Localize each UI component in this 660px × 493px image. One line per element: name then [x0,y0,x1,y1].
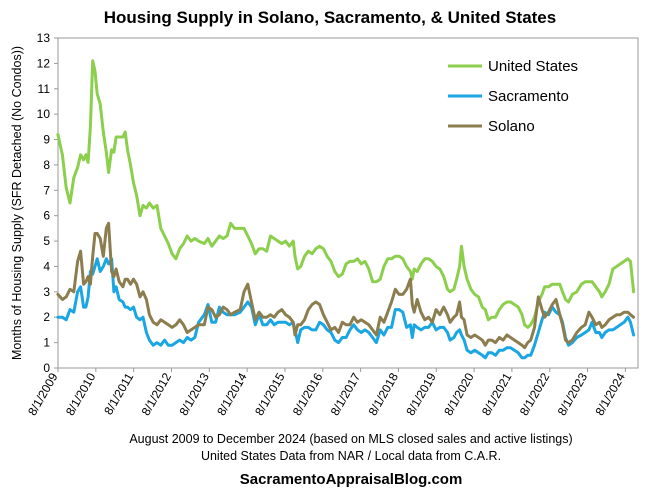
series-line-sacramento [56,257,636,360]
x-tick-label: 8/1/2015 [252,370,288,418]
x-tick-label: 8/1/2023 [555,370,591,418]
x-tick-label: 8/1/2009 [25,370,61,418]
y-tick-label: 10 [37,107,51,121]
x-tick-label: 8/1/2012 [139,370,175,418]
x-tick-label: 8/1/2021 [479,370,515,418]
x-tick-label: 8/1/2018 [366,370,402,418]
y-tick-label: 4 [43,259,50,273]
plot-area-border [57,37,639,369]
y-tick-label: 3 [43,285,50,299]
y-tick-label: 9 [43,133,50,147]
y-tick-label: 12 [37,56,51,70]
y-tick-label: 7 [43,183,50,197]
y-tick-label: 8 [43,158,50,172]
x-tick-label: 8/1/2020 [441,370,477,418]
plot-frame [57,37,639,369]
series-lines [56,59,636,360]
x-tick-label: 8/1/2017 [328,370,364,418]
legend-label: Sacramento [488,88,569,105]
y-tick-label: 0 [43,361,50,375]
y-tick-label: 1 [43,336,50,350]
x-tick-label: 8/1/2016 [290,370,326,418]
y-tick-label: 6 [43,209,50,223]
x-tick-label: 8/1/2022 [517,370,553,418]
x-tick-label: 8/1/2011 [101,370,136,417]
legend-label: United States [488,58,578,75]
x-tick-label: 8/1/2010 [63,370,99,418]
legend: United States Sacramento Solano [448,58,578,135]
site-credit: SacramentoAppraisalBlog.com [240,471,463,488]
y-tick-label: 5 [43,234,50,248]
x-tick-label: 8/1/2013 [176,370,212,418]
legend-label: Solano [488,118,535,135]
series-line-solano [56,221,636,350]
y-tick-label: 11 [38,82,51,96]
x-tick-label: 8/1/2019 [403,370,439,418]
y-tick-label: 2 [43,310,50,324]
x-axis-ticks: 8/1/2009 8/1/2010 8/1/2011 8/1/2012 8/1/2013… [25,368,628,418]
chart-title: Housing Supply in Solano, Sacramento, & … [104,8,556,27]
x-tick-label: 8/1/2024 [592,370,628,418]
x-tick-label: 8/1/2014 [214,370,250,418]
footnote-date-range: August 2009 to December 2024 (based on M… [129,432,572,446]
y-tick-label: 13 [37,31,51,45]
footnote-data-source: United States Data from NAR / Local data… [201,449,501,463]
y-axis-label: Months of Housing Supply (SFR Detached (… [10,46,24,360]
